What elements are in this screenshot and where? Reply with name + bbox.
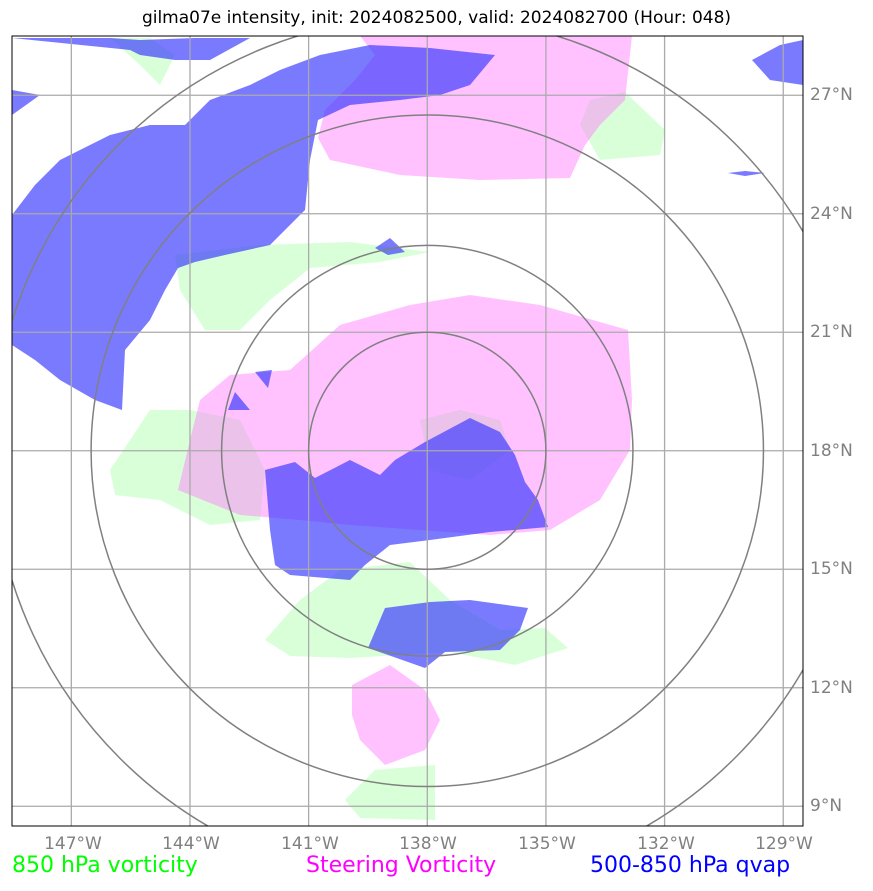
map-frame — [11, 35, 804, 827]
qvap-region — [368, 600, 528, 668]
steering-vorticity-region — [352, 665, 440, 765]
range-rings — [12, 36, 803, 826]
lat-tick-label: 27°N — [810, 85, 853, 105]
legend-850-vorticity: 850 hPa vorticity — [12, 853, 198, 878]
lon-tick-label: 144°W — [162, 834, 220, 854]
qvap-region — [12, 90, 40, 115]
lon-tick-label: 141°W — [281, 834, 339, 854]
legend-qvap: 500-850 hPa qvap — [590, 853, 791, 878]
lon-tick-label: 129°W — [755, 834, 813, 854]
qvap-region — [265, 418, 548, 580]
lon-tick-label: 147°W — [44, 834, 102, 854]
range-ring — [307, 331, 547, 570]
lat-tick-label: 18°N — [810, 441, 853, 461]
lat-tick-label: 21°N — [810, 322, 853, 342]
vorticity-850-region — [580, 92, 665, 160]
legend-steering-vorticity: Steering Vorticity — [306, 853, 497, 878]
map-axes-area — [12, 36, 803, 820]
latitude-tick-labels: 9°N 12°N 15°N 18°N 21°N 24°N 27°N — [810, 85, 853, 816]
lat-tick-label: 9°N — [810, 796, 842, 816]
chart-title: gilma07e intensity, init: 2024082500, va… — [141, 8, 732, 28]
lon-tick-label: 132°W — [637, 834, 695, 854]
lon-tick-label: 138°W — [399, 834, 457, 854]
lat-tick-label: 12°N — [810, 678, 853, 698]
vorticity-850-region — [345, 765, 435, 820]
lon-tick-label: 135°W — [518, 834, 576, 854]
qvap-region — [12, 45, 495, 410]
longitude-tick-labels: 147°W 144°W 141°W 138°W 135°W 132°W 129°… — [44, 834, 813, 854]
lat-tick-label: 15°N — [810, 559, 853, 579]
range-ring — [220, 244, 634, 657]
qvap-region — [228, 392, 250, 410]
vorticity-850-region — [175, 242, 430, 330]
qvap-region — [255, 370, 272, 388]
qvap-region — [728, 171, 765, 176]
lat-tick-label: 24°N — [810, 204, 853, 224]
range-ring — [90, 114, 765, 788]
qvap-region — [752, 40, 803, 85]
gridlines — [12, 36, 803, 826]
